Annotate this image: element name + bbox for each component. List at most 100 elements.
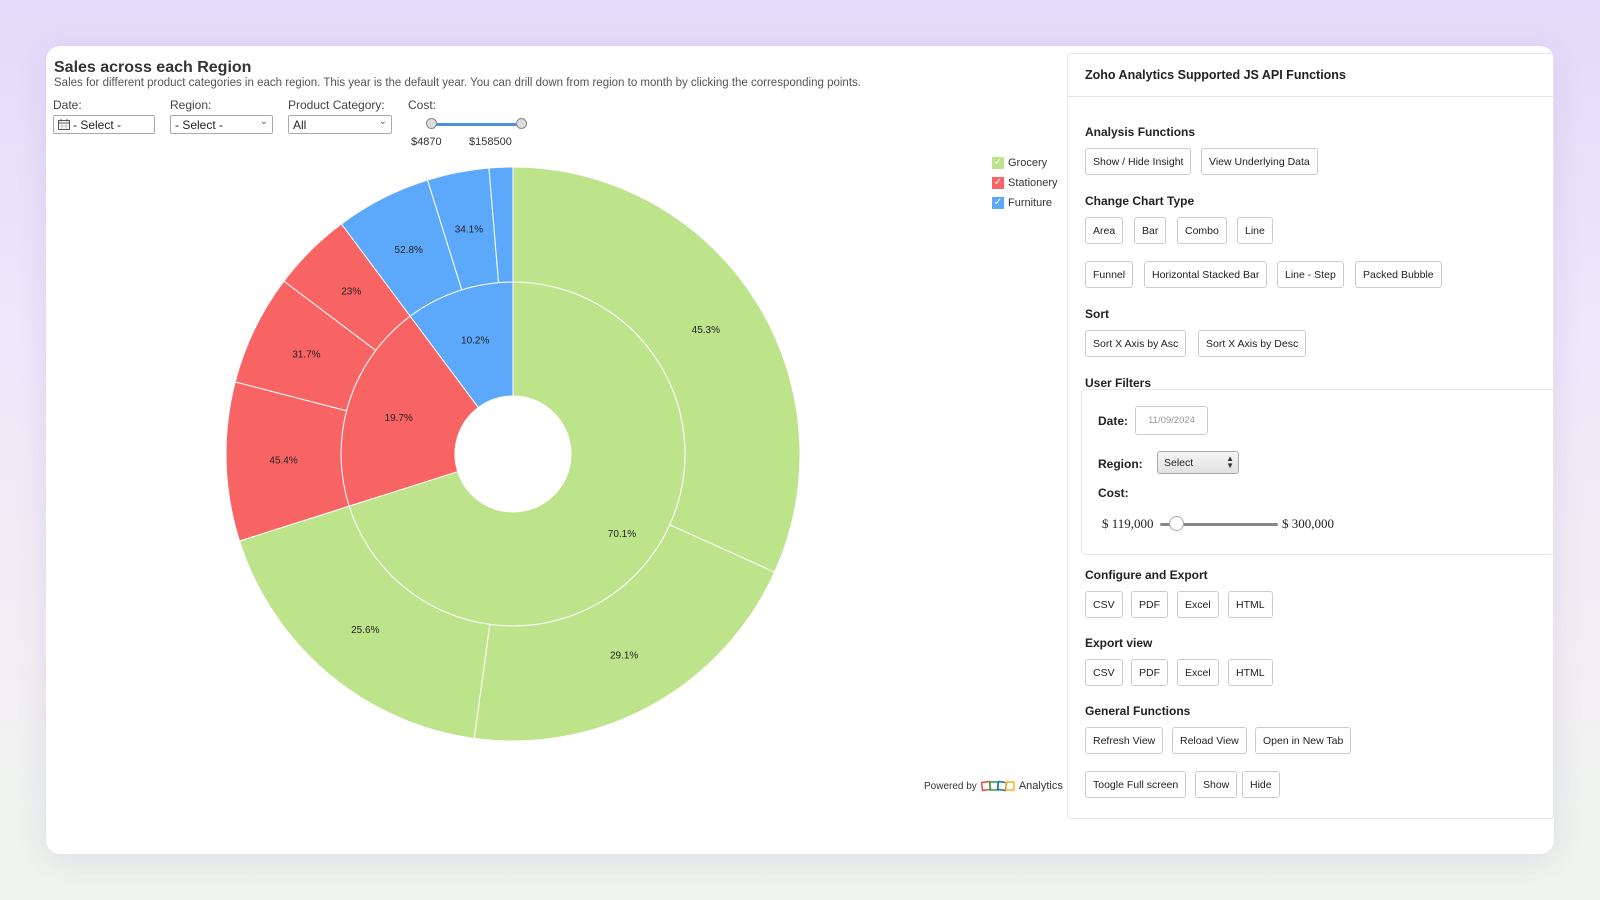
- sunburst-chart[interactable]: 45.3% 29.1% 25.6% 45.4% 31.7% 23% 52.8% 34.1% 70…: [46, 46, 1066, 854]
- show-hide-insight-button[interactable]: Show / Hide Insight: [1085, 148, 1192, 175]
- date-filter-label: Date:: [53, 98, 82, 112]
- analytics-label: Analytics: [1018, 780, 1063, 792]
- toggle-fullscreen-button[interactable]: Toogle Full screen: [1085, 771, 1187, 798]
- section-analysis-functions: Analysis Functions: [1085, 125, 1196, 139]
- category-filter: Product Category: All ⌄: [288, 98, 392, 134]
- export-csv-button[interactable]: CSV: [1085, 659, 1123, 686]
- outer-slice-grocery[interactable]: [512, 166, 801, 573]
- section-general-functions: General Functions: [1085, 704, 1191, 718]
- horizontal-stacked-bar-button[interactable]: Horizontal Stacked Bar: [1144, 261, 1268, 288]
- calendar-icon: [58, 119, 70, 130]
- configure-excel-button[interactable]: Excel: [1177, 591, 1219, 618]
- outer-slice-furniture[interactable]: [488, 166, 514, 284]
- zoho-logo-icon: [980, 780, 1015, 792]
- export-pdf-button[interactable]: PDF: [1131, 659, 1168, 686]
- outer-slice-grocery[interactable]: [238, 505, 491, 739]
- inner-slice-label: 10.2%: [461, 336, 489, 347]
- uf-cost-slider-handle[interactable]: [1169, 516, 1184, 531]
- legend-item-furniture[interactable]: ✓ Furniture: [992, 193, 1058, 213]
- region-filter-value: - Select -: [175, 117, 224, 132]
- configure-csv-button[interactable]: CSV: [1085, 591, 1123, 618]
- date-filter-value: - Select -: [73, 117, 122, 132]
- cost-range-track[interactable]: [431, 123, 521, 126]
- chart-legend: ✓ Grocery ✓ Stationery ✓ Furniture: [992, 153, 1058, 213]
- packed-bubble-button[interactable]: Packed Bubble: [1355, 261, 1442, 288]
- section-user-filters: User Filters: [1085, 376, 1152, 390]
- api-functions-panel: Zoho Analytics Supported JS API Function…: [1067, 53, 1554, 819]
- uf-cost-min: $ 119,000: [1102, 516, 1154, 531]
- uf-date-label: Date:: [1098, 414, 1129, 428]
- line-step-button[interactable]: Line - Step: [1277, 261, 1344, 288]
- bar-chart-button[interactable]: Bar: [1134, 217, 1167, 244]
- chart-title: Sales across each Region: [54, 59, 252, 76]
- legend-label: Grocery: [1008, 157, 1048, 169]
- inner-slice-label: 19.7%: [385, 413, 413, 424]
- cost-filter-label: Cost:: [408, 98, 437, 112]
- section-export-view: Export view: [1085, 636, 1153, 650]
- combo-chart-button[interactable]: Combo: [1177, 217, 1227, 244]
- powered-by-label: Powered by: [924, 780, 977, 792]
- date-filter: Date: - Select -: [53, 98, 155, 134]
- outer-slice-label: 52.8%: [395, 245, 423, 256]
- powered-by[interactable]: Powered by Analytics: [924, 779, 1063, 793]
- uf-cost-max: $ 300,000: [1282, 516, 1334, 531]
- outer-slice-label: 34.1%: [455, 224, 483, 235]
- updown-arrow-icon: ▲ ▼: [1226, 454, 1234, 470]
- uf-cost-label: Cost:: [1098, 486, 1129, 500]
- view-underlying-data-button[interactable]: View Underlying Data: [1201, 148, 1318, 175]
- outer-slice-label: 45.3%: [692, 325, 720, 336]
- outer-slice-label: 29.1%: [610, 650, 638, 661]
- checkbox-icon[interactable]: ✓: [992, 197, 1004, 209]
- configure-html-button[interactable]: HTML: [1228, 591, 1273, 618]
- section-sort: Sort: [1085, 307, 1109, 321]
- refresh-view-button[interactable]: Refresh View: [1085, 727, 1164, 754]
- hide-button[interactable]: Hide: [1242, 771, 1280, 798]
- cost-range-min: $4870: [411, 136, 442, 148]
- checkbox-icon[interactable]: ✓: [992, 177, 1004, 189]
- dashboard-card: 45.3% 29.1% 25.6% 45.4% 31.7% 23% 52.8% 34.1% 70…: [46, 46, 1554, 854]
- chevron-down-icon: ⌄: [378, 116, 387, 127]
- cost-filter: Cost:: [408, 98, 436, 115]
- date-filter-input[interactable]: - Select -: [53, 115, 155, 134]
- user-filters-box: Date: 11/09/2024 Region: Select ▲ ▼ Cost:…: [1081, 389, 1554, 555]
- legend-item-grocery[interactable]: ✓ Grocery: [992, 153, 1058, 173]
- region-filter-label: Region:: [170, 98, 212, 112]
- export-html-button[interactable]: HTML: [1228, 659, 1273, 686]
- chart-description: Sales for different product categories i…: [54, 77, 861, 89]
- outer-slice-label: 25.6%: [351, 625, 379, 636]
- category-filter-select[interactable]: All ⌄: [288, 115, 392, 134]
- area-chart-button[interactable]: Area: [1085, 217, 1124, 244]
- inner-slice-label: 70.1%: [608, 529, 636, 540]
- cost-range-max-handle[interactable]: [516, 118, 527, 129]
- checkbox-icon[interactable]: ✓: [992, 157, 1004, 169]
- section-configure-export: Configure and Export: [1085, 568, 1208, 582]
- uf-region-select[interactable]: Select ▲ ▼: [1157, 451, 1239, 474]
- uf-region-value: Select: [1164, 456, 1194, 469]
- legend-label: Stationery: [1008, 177, 1058, 189]
- category-filter-label: Product Category:: [288, 98, 385, 112]
- outer-slice-grocery[interactable]: [473, 524, 776, 742]
- outer-slice-label: 45.4%: [269, 456, 297, 467]
- funnel-chart-button[interactable]: Funnel: [1085, 261, 1134, 288]
- uf-date-input[interactable]: 11/09/2024: [1135, 406, 1208, 435]
- legend-item-stationery[interactable]: ✓ Stationery: [992, 173, 1058, 193]
- sort-desc-button[interactable]: Sort X Axis by Desc: [1198, 330, 1307, 357]
- cost-range-min-handle[interactable]: [426, 118, 437, 129]
- open-new-tab-button[interactable]: Open in New Tab: [1255, 727, 1352, 754]
- legend-label: Furniture: [1008, 197, 1053, 209]
- cost-range-slider[interactable]: $4870 $158500: [411, 98, 556, 148]
- category-filter-value: All: [293, 117, 307, 132]
- uf-cost-slider-track[interactable]: [1160, 523, 1278, 526]
- region-filter-select[interactable]: - Select - ⌄: [170, 115, 273, 134]
- export-excel-button[interactable]: Excel: [1177, 659, 1219, 686]
- outer-slice-label: 23%: [341, 287, 361, 298]
- configure-pdf-button[interactable]: PDF: [1131, 591, 1168, 618]
- line-chart-button[interactable]: Line: [1237, 217, 1273, 244]
- sort-asc-button[interactable]: Sort X Axis by Asc: [1085, 330, 1187, 357]
- reload-view-button[interactable]: Reload View: [1172, 727, 1247, 754]
- section-change-chart-type: Change Chart Type: [1085, 194, 1195, 208]
- outer-slice-label: 31.7%: [292, 350, 320, 361]
- panel-divider: [1068, 96, 1553, 97]
- show-button[interactable]: Show: [1195, 771, 1238, 798]
- uf-region-label: Region:: [1098, 457, 1143, 471]
